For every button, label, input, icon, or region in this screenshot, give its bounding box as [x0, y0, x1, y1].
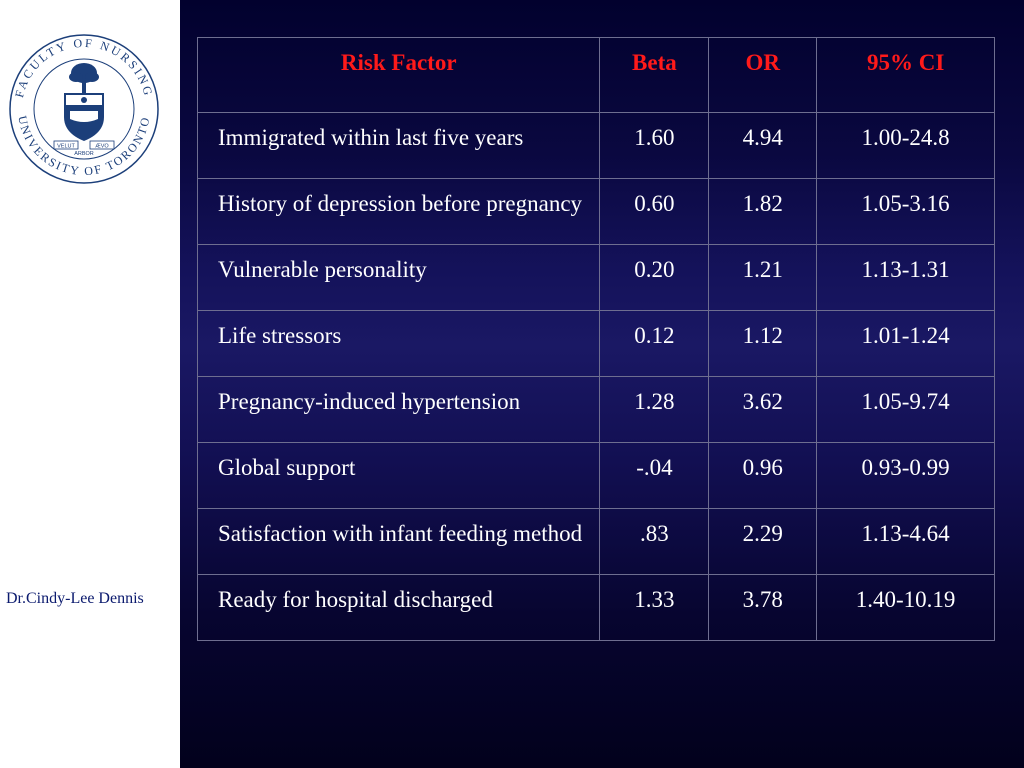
beta-cell: -.04	[599, 442, 710, 509]
or-cell: 1.82	[708, 178, 818, 245]
ci-cell: 1.05-3.16	[816, 178, 995, 245]
or-cell: 3.78	[708, 574, 818, 641]
or-cell: 2.29	[708, 508, 818, 575]
ci-cell: 1.13-4.64	[816, 508, 995, 575]
table-header-row: Risk Factor Beta OR 95% CI	[196, 37, 995, 113]
risk-factor-cell: Immigrated within last five years	[196, 112, 601, 179]
or-cell: 3.62	[708, 376, 818, 443]
risk-factor-cell: Pregnancy-induced hypertension	[196, 376, 601, 443]
risk-factor-cell: Vulnerable personality	[196, 244, 601, 311]
header-ci: 95% CI	[816, 37, 995, 113]
ci-cell: 1.01-1.24	[816, 310, 995, 377]
risk-factor-cell: Global support	[196, 442, 601, 509]
ci-cell: 1.13-1.31	[816, 244, 995, 311]
table-row: History of depression before pregnancy 0…	[196, 178, 995, 245]
university-seal-logo: FACULTY OF NURSING UNIVERSITY OF TORONTO	[9, 34, 159, 184]
table-row: Global support -.04 0.96 0.93-0.99	[196, 442, 995, 509]
beta-cell: 0.20	[599, 244, 710, 311]
header-beta: Beta	[599, 37, 710, 113]
risk-factor-cell: Life stressors	[196, 310, 601, 377]
svg-text:VELUT: VELUT	[57, 144, 75, 150]
table-row: Immigrated within last five years 1.60 4…	[196, 112, 995, 179]
beta-cell: 0.60	[599, 178, 710, 245]
or-cell: 1.21	[708, 244, 818, 311]
or-cell: 0.96	[708, 442, 818, 509]
motto-scroll: VELUT ÆVO ARBOR	[53, 140, 115, 157]
risk-factor-table: Risk Factor Beta OR 95% CI Immigrated wi…	[196, 37, 995, 641]
beta-cell: 1.33	[599, 574, 710, 641]
table-row: Life stressors 0.12 1.12 1.01-1.24	[196, 310, 995, 377]
beta-cell: 1.60	[599, 112, 710, 179]
header-risk-factor: Risk Factor	[196, 37, 601, 113]
sidebar: FACULTY OF NURSING UNIVERSITY OF TORONTO	[0, 0, 180, 768]
ci-cell: 1.05-9.74	[816, 376, 995, 443]
risk-factor-cell: Satisfaction with infant feeding method	[196, 508, 601, 575]
risk-factor-cell: Ready for hospital discharged	[196, 574, 601, 641]
beta-cell: 1.28	[599, 376, 710, 443]
ci-cell: 1.40-10.19	[816, 574, 995, 641]
header-or: OR	[708, 37, 818, 113]
or-cell: 4.94	[708, 112, 818, 179]
or-cell: 1.12	[708, 310, 818, 377]
tree-icon	[69, 63, 99, 93]
table-row: Vulnerable personality 0.20 1.21 1.13-1.…	[196, 244, 995, 311]
ci-cell: 0.93-0.99	[816, 442, 995, 509]
svg-text:ARBOR: ARBOR	[74, 151, 94, 157]
table-row: Pregnancy-induced hypertension 1.28 3.62…	[196, 376, 995, 443]
shield-icon	[64, 93, 104, 141]
ci-cell: 1.00-24.8	[816, 112, 995, 179]
svg-text:ÆVO: ÆVO	[95, 144, 109, 150]
author-name: Dr.Cindy-Lee Dennis	[6, 590, 144, 607]
beta-cell: 0.12	[599, 310, 710, 377]
beta-cell: .83	[599, 508, 710, 575]
table-row: Satisfaction with infant feeding method …	[196, 508, 995, 575]
risk-factor-cell: History of depression before pregnancy	[196, 178, 601, 245]
table-row: Ready for hospital discharged 1.33 3.78 …	[196, 574, 995, 641]
